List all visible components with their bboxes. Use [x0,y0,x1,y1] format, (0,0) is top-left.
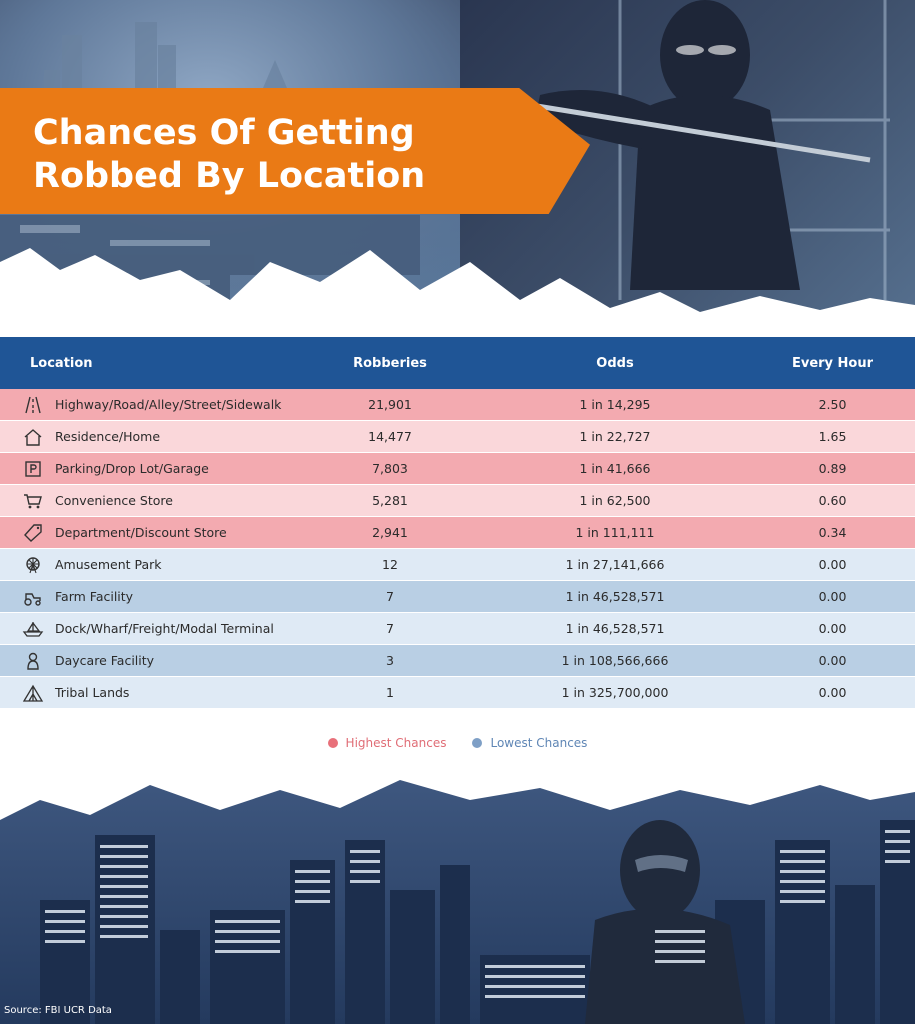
location-label: Dock/Wharf/Freight/Modal Terminal [55,621,274,636]
location-label: Department/Discount Store [55,525,227,540]
cell-robberies: 7 [386,621,394,636]
legend-item-high: Highest Chances [327,736,447,750]
legend-item-low: Lowest Chances [472,736,587,750]
cell-robberies: 21,901 [368,397,412,412]
location-label: Farm Facility [55,589,134,604]
table-row: Convenience Store 5,281 1 in 62,500 0.60 [0,485,915,517]
cell-every-hour: 2.50 [818,397,847,412]
cell-every-hour: 0.00 [818,685,847,700]
title-line-1: Chances Of Getting [33,113,415,153]
table-row: Tribal Lands 1 1 in 325,700,000 0.00 [0,677,915,709]
robbery-table: Location Robberies Odds Every Hour Highw… [0,337,915,709]
table-row: Dock/Wharf/Freight/Modal Terminal 7 1 in 4… [0,613,915,645]
cell-location: Amusement Park [0,556,300,574]
cell-every-hour: 0.00 [818,653,847,668]
cell-location: Convenience Store [0,492,300,510]
legend: Highest Chances Lowest Chances [0,734,915,752]
cell-robberies: 2,941 [372,525,408,540]
title-banner [0,88,590,214]
cell-location: Tribal Lands [0,684,300,702]
cell-robberies: 1 [386,685,394,700]
cell-every-hour: 0.00 [818,621,847,636]
location-label: Convenience Store [55,493,173,508]
cell-odds: 1 in 62,500 [579,493,651,508]
cell-robberies: 7 [386,589,394,604]
cell-robberies: 5,281 [372,493,408,508]
location-label: Parking/Drop Lot/Garage [55,461,209,476]
cell-odds: 1 in 46,528,571 [565,589,665,604]
cart-icon [22,492,44,510]
cell-robberies: 3 [386,653,394,668]
parking-icon [22,460,44,478]
table-row: Department/Discount Store 2,941 1 in 111,1… [0,517,915,549]
cell-odds: 1 in 46,528,571 [565,621,665,636]
cell-robberies: 14,477 [368,429,412,444]
price-tag-icon [22,523,44,542]
legend-low-label: Lowest Chances [490,736,588,750]
cell-odds: 1 in 14,295 [579,397,651,412]
baby-icon [22,652,44,670]
cell-odds: 1 in 108,566,666 [561,653,669,668]
cell-location: Farm Facility [0,588,300,606]
header-every-hour: Every Hour [791,355,874,371]
header-robberies: Robberies [353,355,427,371]
cell-every-hour: 0.00 [818,557,847,572]
title-line-2: Robbed By Location [33,156,426,196]
location-label: Amusement Park [55,557,162,572]
cell-every-hour: 1.65 [818,429,847,444]
ship-icon [22,620,44,638]
table-row: Highway/Road/Alley/Street/Sidewalk 21,901… [0,389,915,421]
tent-icon [22,684,44,702]
ferris-wheel-icon [22,556,44,574]
location-label: Residence/Home [55,429,161,444]
cell-robberies: 7,803 [372,461,408,476]
table-row: Amusement Park 12 1 in 27,141,666 0.00 [0,549,915,581]
table-row: Parking/Drop Lot/Garage 7,803 1 in 41,666 0… [0,453,915,485]
cell-odds: 1 in 27,141,666 [565,557,665,572]
table-row: Daycare Facility 3 1 in 108,566,666 0.00 [0,645,915,677]
cell-location: Department/Discount Store [0,523,300,542]
bottom-city-skyline-image [0,780,915,1024]
table-body: Highway/Road/Alley/Street/Sidewalk 21,901… [0,389,915,709]
cell-robberies: 12 [382,557,398,572]
location-label: Daycare Facility [55,653,155,668]
hero-scenery [0,0,915,330]
cell-odds: 1 in 111,111 [575,525,655,540]
header-odds: Odds [596,355,634,371]
tractor-icon [22,588,44,606]
cell-location: Parking/Drop Lot/Garage [0,460,300,478]
header-location: Location [30,355,93,371]
cell-every-hour: 0.34 [818,525,847,540]
table-header-row: Location Robberies Odds Every Hour [0,337,915,389]
low-chances-dot-icon [472,738,483,748]
cell-location: Dock/Wharf/Freight/Modal Terminal [0,620,300,638]
page-title: Chances Of Getting Robbed By Location [33,112,553,198]
legend-high-label: Highest Chances [345,736,447,750]
cell-every-hour: 0.89 [818,461,847,476]
cell-location: Residence/Home [0,428,300,446]
location-label: Tribal Lands [55,685,130,700]
house-icon [22,428,44,446]
source-note: Source: FBI UCR Data [4,1005,112,1016]
table-row: Farm Facility 7 1 in 46,528,571 0.00 [0,581,915,613]
road-icon [22,396,44,414]
cell-every-hour: 0.60 [818,493,847,508]
cell-location: Daycare Facility [0,652,300,670]
cell-odds: 1 in 325,700,000 [561,685,669,700]
location-label: Highway/Road/Alley/Street/Sidewalk [55,397,282,412]
table-row: Residence/Home 14,477 1 in 22,727 1.65 [0,421,915,453]
cell-location: Highway/Road/Alley/Street/Sidewalk [0,396,300,414]
cell-every-hour: 0.00 [818,589,847,604]
high-chances-dot-icon [327,738,338,748]
cell-odds: 1 in 41,666 [579,461,651,476]
cell-odds: 1 in 22,727 [579,429,651,444]
